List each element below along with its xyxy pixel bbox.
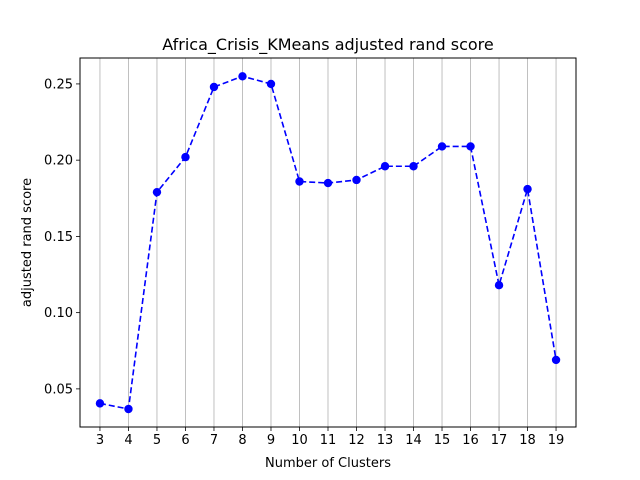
data-point [437, 142, 447, 151]
plot-frame [79, 57, 577, 428]
data-point [380, 162, 390, 171]
x-ticks: 3 4 5 6 7 8 9 10 11 12 13 14 15 16 17 18 19 [96, 427, 565, 448]
x-tick-label: 3 [96, 433, 104, 448]
data-point [238, 72, 247, 81]
data-point [181, 152, 190, 162]
x-tick-label: 4 [124, 433, 132, 448]
x-tick-label: 6 [181, 433, 189, 448]
x-tick-label: 12 [348, 433, 365, 448]
x-tick-label: 15 [434, 433, 451, 448]
data-point [409, 162, 418, 171]
x-tick-label: 5 [153, 433, 161, 448]
chart-title: Africa_Crisis_KMeans adjusted rand score [162, 35, 493, 55]
data-point [466, 142, 475, 151]
x-tick-label: 11 [320, 433, 337, 448]
data-point [152, 187, 162, 197]
y-axis-label: adjusted rand score [20, 178, 35, 307]
grid-lines [99, 58, 557, 427]
y-tick-label: 0.05 [44, 382, 73, 397]
x-tick-label: 19 [548, 433, 565, 448]
data-point [494, 280, 504, 290]
data-point [352, 175, 361, 185]
data-point [124, 404, 133, 414]
data-point [551, 355, 561, 365]
x-tick-label: 17 [491, 433, 508, 448]
y-ticks: 0.05 0.10 0.15 0.20 0.25 [44, 77, 80, 397]
x-tick-label: 18 [519, 433, 536, 448]
x-tick-label: 16 [462, 433, 479, 448]
data-point [295, 177, 304, 186]
x-tick-label: 14 [405, 433, 422, 448]
x-axis-label: Number of Clusters [265, 456, 391, 471]
series [95, 72, 561, 414]
x-tick-label: 9 [267, 433, 275, 448]
data-point [266, 79, 276, 89]
y-tick-label: 0.20 [44, 154, 73, 169]
x-tick-label: 8 [238, 433, 246, 448]
y-tick-label: 0.15 [44, 230, 73, 245]
x-tick-label: 10 [291, 433, 308, 448]
data-point [523, 184, 532, 194]
data-point [323, 178, 333, 188]
x-tick-label: 7 [210, 433, 218, 448]
y-tick-label: 0.10 [44, 306, 73, 321]
y-tick-label: 0.25 [44, 77, 73, 92]
x-tick-label: 13 [377, 433, 394, 448]
data-point [95, 399, 105, 408]
data-point [209, 82, 219, 92]
